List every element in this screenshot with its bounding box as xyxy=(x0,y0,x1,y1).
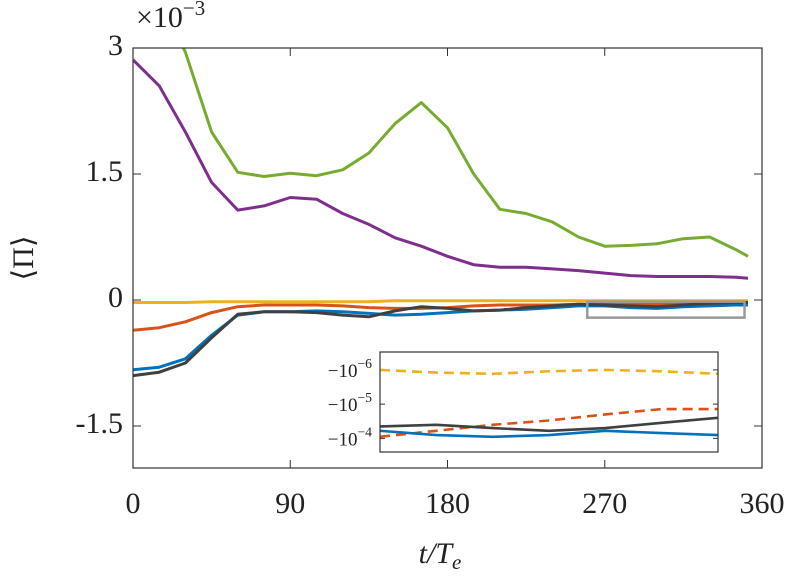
y-tick-label: 3 xyxy=(108,29,123,62)
series-line xyxy=(133,58,749,280)
x-axis-label-sub: e xyxy=(452,550,461,574)
axes-box xyxy=(379,351,719,453)
y-tick-label-exponent: −6 xyxy=(357,356,372,371)
series-line xyxy=(380,429,718,439)
y-tick-label-exponent: −4 xyxy=(357,425,372,440)
y-tick-label: 1.5 xyxy=(86,155,124,188)
plot-lines xyxy=(133,48,749,378)
multiplier-base: ×10 xyxy=(136,1,183,34)
y-tick-label-base: −10 xyxy=(328,395,358,416)
series-line xyxy=(181,48,749,258)
axes-box xyxy=(132,47,763,469)
y-tick-label-exponent: −5 xyxy=(357,390,372,405)
multiplier-exponent: −3 xyxy=(183,0,205,20)
multiplier: ×10−3 xyxy=(136,0,205,34)
y-tick-label: -1.5 xyxy=(76,407,124,440)
y-tick-label: −10−4 xyxy=(328,425,372,451)
y-axis-label: ⟨Π⟩ xyxy=(7,235,40,280)
series-line xyxy=(380,368,718,376)
x-tick-label: 270 xyxy=(582,487,627,520)
y-tick-label-base: −10 xyxy=(328,430,358,451)
x-tick-label: 90 xyxy=(275,487,305,520)
zoom-box xyxy=(586,300,746,319)
x-tick-label: 180 xyxy=(425,487,470,520)
x-tick-label: 0 xyxy=(126,487,141,520)
series-line xyxy=(380,416,718,433)
y-tick-label: −10−5 xyxy=(328,390,372,416)
plot-lines xyxy=(380,368,718,439)
series-line xyxy=(133,301,748,378)
x-tick-label: 360 xyxy=(740,487,785,520)
y-tick-label-base: −10 xyxy=(328,361,358,382)
inset-background xyxy=(380,352,718,452)
y-tick-label: 0 xyxy=(108,281,123,314)
x-axis-label-main: t/T xyxy=(419,537,455,570)
series-line xyxy=(380,407,718,439)
x-axis-label: t/Te xyxy=(419,537,462,574)
y-tick-label: −10−6 xyxy=(328,356,372,382)
